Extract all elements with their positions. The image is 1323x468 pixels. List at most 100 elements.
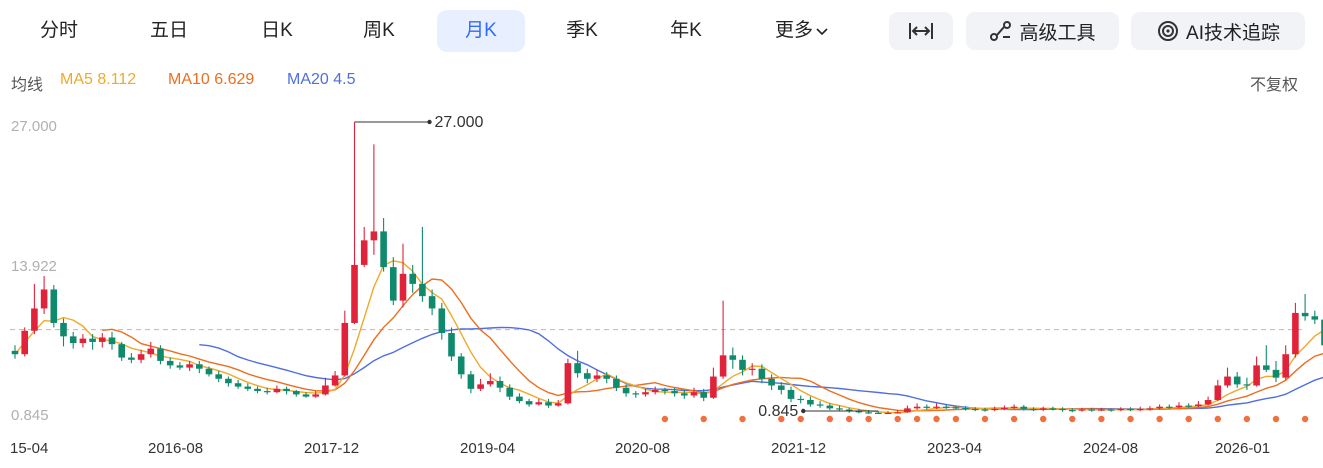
candle-down (661, 389, 669, 392)
candlestick-chart[interactable]: 27.000 13.922 0.845 27.000 0.845 15-04 2… (0, 100, 1323, 468)
candle-up (1146, 408, 1154, 410)
candle-down (603, 375, 610, 379)
candle-up (894, 412, 901, 414)
tab-yearly-k[interactable]: 年K (670, 20, 702, 41)
candle-down (1185, 405, 1192, 407)
candle-up (904, 408, 911, 413)
event-marker-dot (894, 415, 901, 423)
candle-up (1195, 404, 1202, 407)
event-marker-dot (797, 415, 804, 423)
candle-down (205, 368, 213, 375)
min-annotation: 0.845 (758, 403, 798, 420)
draw-tool-icon (990, 21, 1012, 41)
candle-down (1243, 384, 1251, 386)
candle-down (283, 388, 290, 392)
event-marker-dot (952, 415, 960, 423)
candle-up (137, 354, 145, 360)
candle-up (1224, 376, 1231, 386)
candle-down (826, 405, 834, 409)
candle-up (21, 330, 28, 355)
candle-down (196, 364, 203, 369)
candle-down (419, 283, 426, 297)
adjust-mode-toggle[interactable]: 不复权 (1250, 77, 1299, 94)
event-marker-dot (1040, 415, 1047, 423)
candle-up (991, 408, 998, 411)
candle-up (1253, 365, 1260, 386)
ai-tracking-button[interactable]: AI技术追踪 (1131, 12, 1305, 50)
fit-width-button[interactable] (889, 12, 953, 50)
x-axis-label: 2016-08 (148, 440, 203, 457)
ma20-value: MA20 4.5 (287, 71, 356, 88)
candle-up (642, 392, 649, 395)
event-marker-dot (1214, 415, 1222, 423)
candle-down (11, 350, 19, 355)
candle-down (807, 399, 814, 405)
candle-down (1301, 312, 1309, 317)
candle-down (816, 404, 824, 406)
x-axis-label: 2020-08 (615, 440, 670, 457)
candle-up (933, 406, 940, 408)
candle-up (710, 376, 717, 398)
candle-down (875, 412, 882, 415)
candle-up (341, 322, 349, 376)
candle-down (60, 322, 67, 337)
min-annotation-dot (801, 408, 806, 414)
candle-down (952, 407, 960, 409)
period-toolbar: 分时 五日 日K 周K 月K 季K 年K 更多 高级工具 AI技术追踪 (0, 0, 1323, 64)
candle-down (981, 409, 989, 411)
event-marker-dot (933, 415, 940, 423)
candle-up (884, 412, 892, 415)
candle-down (234, 383, 242, 387)
candle-down (1263, 365, 1270, 370)
advanced-tools-label: 高级工具 (1019, 22, 1096, 44)
candle-down (293, 391, 300, 395)
candle-down (496, 381, 504, 388)
candle-up (1214, 385, 1222, 400)
y-axis-label-mid: 13.922 (11, 258, 57, 275)
candle-down (787, 389, 795, 399)
candle-up (913, 406, 921, 409)
candle-down (1311, 316, 1319, 320)
x-axis-label: 2017-12 (304, 440, 359, 457)
candle-down (525, 401, 533, 405)
candle-up (331, 375, 339, 386)
event-marker-dot (1272, 415, 1280, 423)
event-marker-dot (846, 415, 853, 423)
tab-intraday[interactable]: 分时 (39, 20, 78, 41)
x-axis-label: 2026-01 (1215, 440, 1270, 457)
tab-monthly-k[interactable]: 月K (437, 10, 525, 52)
candle-up (40, 289, 48, 309)
candle-up (651, 389, 659, 393)
candle-down (506, 387, 513, 397)
candle-down (380, 231, 387, 268)
candle-up (1292, 312, 1299, 355)
event-marker-dot (1243, 415, 1251, 423)
tab-daily-k[interactable]: 日K (261, 20, 293, 41)
candle-down (574, 363, 581, 374)
candle-down (1272, 369, 1280, 378)
ai-tracking-label: AI技术追踪 (1186, 22, 1280, 44)
candle-up (147, 348, 155, 355)
candle-down (254, 388, 261, 392)
x-axis-label: 15-04 (10, 440, 48, 457)
tab-quarterly-k[interactable]: 季K (566, 20, 598, 41)
candle-down (128, 357, 135, 360)
chevron-down-icon (816, 28, 828, 36)
candle-up (99, 337, 106, 342)
event-marker-dot (661, 415, 669, 423)
candle-down (739, 359, 746, 370)
tab-more[interactable]: 更多 (756, 10, 848, 52)
candle-down (681, 393, 688, 396)
ai-target-icon (1158, 21, 1179, 41)
candle-down (438, 308, 446, 334)
candle-down (671, 391, 678, 394)
candle-down (758, 368, 766, 379)
candle-up (322, 385, 329, 395)
event-marker-dot (700, 415, 707, 423)
candle-down (778, 385, 785, 390)
candle-down (797, 398, 804, 401)
tab-weekly-k[interactable]: 周K (363, 20, 395, 41)
advanced-tools-button[interactable]: 高级工具 (966, 12, 1119, 50)
candle-down (428, 296, 436, 309)
tab-five-day[interactable]: 五日 (149, 20, 188, 41)
